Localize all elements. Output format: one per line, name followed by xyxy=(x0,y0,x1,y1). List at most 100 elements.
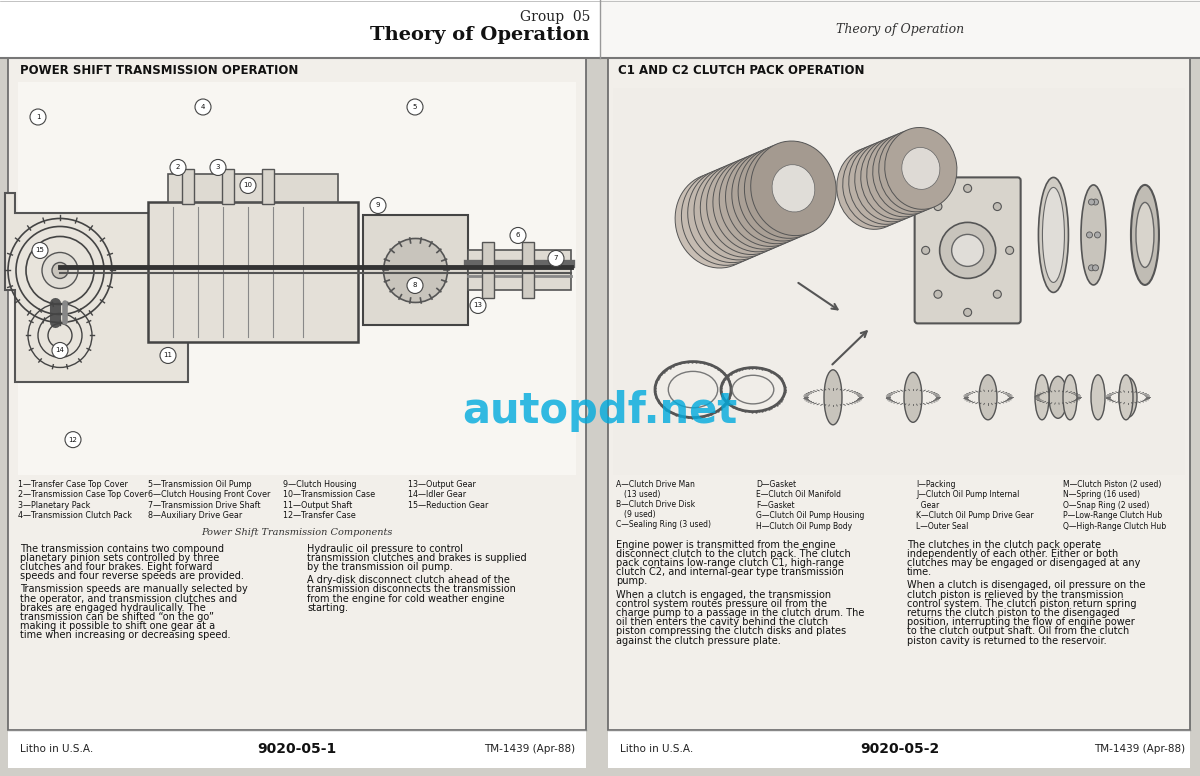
Bar xyxy=(18,82,576,475)
Text: returns the clutch piston to the disengaged: returns the clutch piston to the disenga… xyxy=(907,608,1120,618)
Ellipse shape xyxy=(877,158,916,199)
Ellipse shape xyxy=(824,370,842,424)
Text: TM-1439 (Apr-88): TM-1439 (Apr-88) xyxy=(484,744,575,754)
Text: 8—Auxiliary Drive Gear: 8—Auxiliary Drive Gear xyxy=(148,511,242,520)
Text: time when increasing or decreasing speed.: time when increasing or decreasing speed… xyxy=(20,630,230,640)
Text: oil then enters the cavity behind the clutch: oil then enters the cavity behind the cl… xyxy=(616,617,828,627)
Text: A—Clutch Drive Man: A—Clutch Drive Man xyxy=(616,480,695,489)
Text: 12: 12 xyxy=(68,437,78,442)
Text: B—Clutch Drive Disk: B—Clutch Drive Disk xyxy=(616,500,695,508)
Circle shape xyxy=(160,348,176,363)
Ellipse shape xyxy=(842,145,914,227)
FancyBboxPatch shape xyxy=(182,169,194,204)
Text: 11—Output Shaft: 11—Output Shaft xyxy=(283,501,353,510)
Ellipse shape xyxy=(1130,185,1159,285)
Circle shape xyxy=(30,109,46,125)
Text: D—Gasket: D—Gasket xyxy=(756,480,796,489)
Text: C1 AND C2 CLUTCH PACK OPERATION: C1 AND C2 CLUTCH PACK OPERATION xyxy=(618,64,864,77)
Ellipse shape xyxy=(1034,375,1049,420)
Circle shape xyxy=(1092,199,1098,205)
Text: O—Snap Ring (2 used): O—Snap Ring (2 used) xyxy=(1063,501,1150,510)
Text: time.: time. xyxy=(907,567,932,577)
Text: (13 used): (13 used) xyxy=(624,490,660,499)
Text: E—Clutch Oil Manifold: E—Clutch Oil Manifold xyxy=(756,490,841,499)
Ellipse shape xyxy=(709,192,752,239)
Text: 7—Transmission Drive Shaft: 7—Transmission Drive Shaft xyxy=(148,501,260,510)
Ellipse shape xyxy=(848,143,920,224)
Text: against the clutch pressure plate.: against the clutch pressure plate. xyxy=(616,636,781,646)
Text: transmission clutches and brakes is supplied: transmission clutches and brakes is supp… xyxy=(307,553,527,563)
Circle shape xyxy=(964,185,972,192)
Ellipse shape xyxy=(836,147,908,230)
Text: 15: 15 xyxy=(36,248,44,254)
Ellipse shape xyxy=(871,160,910,202)
Ellipse shape xyxy=(688,168,773,262)
Text: 11: 11 xyxy=(163,352,173,359)
Ellipse shape xyxy=(713,158,798,252)
Circle shape xyxy=(407,99,424,115)
Bar xyxy=(8,58,586,730)
Text: 10—Transmission Case: 10—Transmission Case xyxy=(283,490,376,499)
Ellipse shape xyxy=(860,137,932,220)
Ellipse shape xyxy=(1038,178,1068,293)
Text: from the engine for cold weather engine: from the engine for cold weather engine xyxy=(307,594,505,604)
Circle shape xyxy=(934,290,942,298)
Text: 9020-05-1: 9020-05-1 xyxy=(257,742,337,756)
Ellipse shape xyxy=(859,165,898,207)
Circle shape xyxy=(210,159,226,175)
Text: to the clutch output shaft. Oil from the clutch: to the clutch output shaft. Oil from the… xyxy=(907,626,1129,636)
Text: L—Outer Seal: L—Outer Seal xyxy=(916,521,968,531)
Text: control system. The clutch piston return spring: control system. The clutch piston return… xyxy=(907,599,1136,609)
Bar xyxy=(8,730,586,768)
Ellipse shape xyxy=(1091,375,1105,420)
FancyBboxPatch shape xyxy=(364,216,468,325)
Ellipse shape xyxy=(696,197,739,244)
Text: G—Clutch Oil Pump Housing: G—Clutch Oil Pump Housing xyxy=(756,511,864,520)
Ellipse shape xyxy=(872,133,944,214)
Text: Engine power is transmitted from the engine: Engine power is transmitted from the eng… xyxy=(616,539,835,549)
Ellipse shape xyxy=(878,130,950,212)
Ellipse shape xyxy=(853,168,892,210)
Text: the operator, and transmission clutches and: the operator, and transmission clutches … xyxy=(20,594,238,604)
Text: Hydraulic oil pressure to control: Hydraulic oil pressure to control xyxy=(307,544,463,553)
Circle shape xyxy=(940,223,996,279)
Ellipse shape xyxy=(694,165,780,260)
Circle shape xyxy=(1088,265,1094,271)
Text: disconnect clutch to the clutch pack. The clutch: disconnect clutch to the clutch pack. Th… xyxy=(616,549,851,559)
Text: 1—Transfer Case Top Cover: 1—Transfer Case Top Cover xyxy=(18,480,128,489)
Ellipse shape xyxy=(884,127,956,210)
Text: 9020-05-2: 9020-05-2 xyxy=(860,742,940,756)
Text: The clutches in the clutch pack operate: The clutches in the clutch pack operate xyxy=(907,539,1102,549)
FancyBboxPatch shape xyxy=(222,169,234,204)
Text: A dry-disk disconnect clutch ahead of the: A dry-disk disconnect clutch ahead of th… xyxy=(307,575,510,585)
Text: brakes are engaged hydraulically. The: brakes are engaged hydraulically. The xyxy=(20,603,205,613)
Text: 15—Reduction Gear: 15—Reduction Gear xyxy=(408,501,488,510)
Text: 9—Clutch Housing: 9—Clutch Housing xyxy=(283,480,356,489)
Circle shape xyxy=(407,278,424,293)
Ellipse shape xyxy=(772,165,815,212)
Ellipse shape xyxy=(979,375,997,420)
FancyBboxPatch shape xyxy=(168,175,338,203)
Circle shape xyxy=(470,297,486,314)
Text: 1: 1 xyxy=(36,114,41,120)
Circle shape xyxy=(42,252,78,289)
Circle shape xyxy=(994,290,1001,298)
Text: 13: 13 xyxy=(474,303,482,309)
Circle shape xyxy=(548,251,564,266)
Text: charge pump to a passage in the clutch drum. The: charge pump to a passage in the clutch d… xyxy=(616,608,864,618)
Circle shape xyxy=(170,159,186,175)
Circle shape xyxy=(52,262,68,279)
Ellipse shape xyxy=(889,152,928,194)
Bar xyxy=(608,58,1190,730)
Circle shape xyxy=(994,203,1001,210)
Polygon shape xyxy=(5,193,188,383)
Ellipse shape xyxy=(701,163,786,257)
Ellipse shape xyxy=(728,184,770,231)
Ellipse shape xyxy=(760,170,803,217)
Bar xyxy=(0,0,600,58)
Text: C—Sealing Ring (3 used): C—Sealing Ring (3 used) xyxy=(616,520,710,528)
Ellipse shape xyxy=(744,144,830,238)
Circle shape xyxy=(52,342,68,359)
Text: Group  05: Group 05 xyxy=(520,10,590,24)
Text: by the transmission oil pump.: by the transmission oil pump. xyxy=(307,562,452,572)
